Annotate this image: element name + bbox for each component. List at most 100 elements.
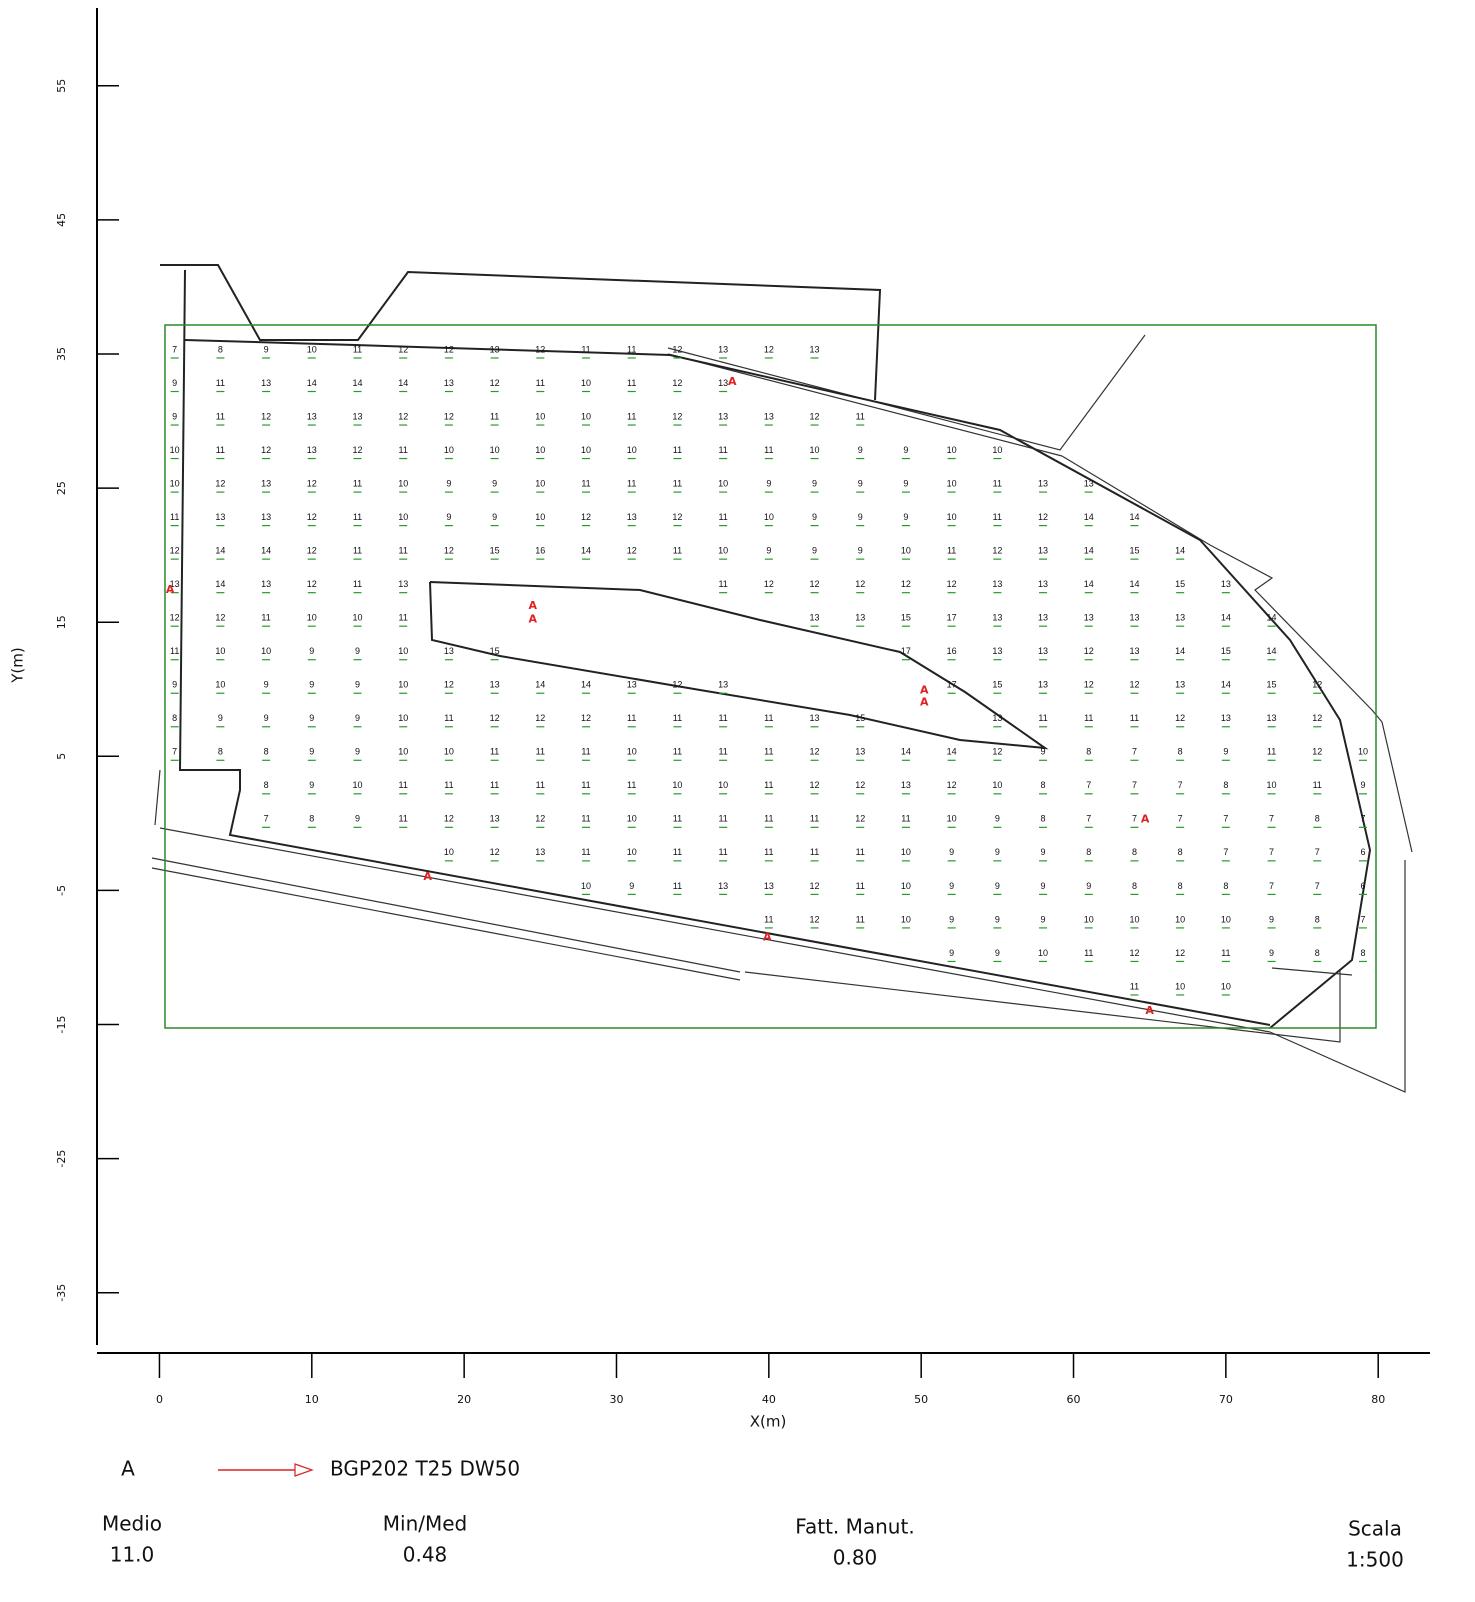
grid-value: 9: [812, 546, 817, 556]
grid-value: 9: [1269, 948, 1274, 958]
x-tick-label: 60: [1067, 1393, 1081, 1406]
x-tick-label: 80: [1371, 1393, 1385, 1406]
grid-value: 7: [1132, 747, 1137, 757]
legend-description: BGP202 T25 DW50: [330, 1457, 520, 1481]
grid-value: 11: [490, 780, 499, 790]
x-tick-label: 40: [762, 1393, 776, 1406]
summary-label: Medio: [102, 1512, 162, 1536]
grid-value: 10: [352, 613, 362, 623]
grid-value: 12: [261, 445, 271, 455]
luminaire: A: [920, 696, 929, 709]
grid-value: 8: [1315, 814, 1320, 824]
grid-value: 15: [901, 613, 911, 623]
grid-value: 13: [490, 814, 500, 824]
grid-value: 14: [1129, 512, 1139, 522]
grid-value: 12: [444, 814, 454, 824]
grid-value: 8: [1315, 948, 1320, 958]
grid-value: 8: [1086, 747, 1091, 757]
luminaire: A: [1141, 812, 1150, 825]
grid-value: 14: [581, 680, 591, 690]
grid-value: 9: [858, 512, 863, 522]
grid-value: 10: [947, 814, 957, 824]
x-tick-label: 0: [156, 1393, 163, 1406]
grid-value: 7: [1315, 847, 1320, 857]
grid-value: 12: [490, 713, 500, 723]
grid-value: 11: [673, 546, 682, 556]
grid-value: 15: [1129, 546, 1139, 556]
grid-value: 12: [810, 914, 820, 924]
grid-value: 11: [627, 478, 636, 488]
grid-value: 11: [536, 747, 545, 757]
grid-value: 9: [309, 680, 314, 690]
x-tick-label: 30: [609, 1393, 623, 1406]
grid-value: 9: [264, 344, 269, 354]
luminaire: A: [1145, 1004, 1154, 1017]
grid-value: 11: [536, 780, 545, 790]
grid-value: 13: [810, 713, 820, 723]
grid-value: 10: [444, 847, 454, 857]
grid-value: 10: [627, 847, 637, 857]
grid-value: 7: [1223, 847, 1228, 857]
grid-value: 12: [307, 546, 317, 556]
grid-value: 8: [1223, 780, 1228, 790]
x-tick-label: 20: [457, 1393, 471, 1406]
grid-value: 10: [581, 378, 591, 388]
grid-value: 11: [399, 613, 408, 623]
grid-value: 8: [1315, 914, 1320, 924]
grid-value: 17: [947, 680, 957, 690]
grid-value: 9: [949, 914, 954, 924]
grid-value: 13: [855, 747, 865, 757]
grid-value: 13: [261, 378, 271, 388]
grid-value: 10: [947, 512, 957, 522]
grid-value: 12: [1084, 646, 1094, 656]
grid-value: 11: [627, 780, 636, 790]
grid-value: 7: [1360, 914, 1365, 924]
grid-value: 10: [1084, 914, 1094, 924]
grid-value: 11: [627, 411, 636, 421]
y-tick-label: 35: [55, 347, 68, 361]
grid-value: 13: [718, 411, 728, 421]
grid-value: 11: [718, 579, 727, 589]
grid-value: 10: [307, 344, 317, 354]
grid-value: 12: [444, 344, 454, 354]
grid-value: 16: [535, 546, 545, 556]
grid-value: 10: [627, 747, 637, 757]
grid-value: 11: [399, 814, 408, 824]
grid-value: 11: [399, 780, 408, 790]
grid-value: 13: [810, 613, 820, 623]
grid-value: 11: [993, 478, 1002, 488]
grid-value: 10: [947, 445, 957, 455]
grid-value: 12: [627, 546, 637, 556]
grid-value: 13: [1038, 478, 1048, 488]
grid-value: 9: [355, 713, 360, 723]
grid-value: 13: [764, 411, 774, 421]
grid-value: 11: [1084, 713, 1093, 723]
grid-value: 11: [673, 847, 682, 857]
grid-value: 13: [1129, 613, 1139, 623]
grid-value: 12: [170, 546, 180, 556]
grid-value: 9: [446, 478, 451, 488]
grid-value: 9: [995, 847, 1000, 857]
grid-value: 13: [1221, 713, 1231, 723]
grid-value: 14: [1221, 680, 1231, 690]
grid-value: 11: [444, 780, 453, 790]
grid-value: 10: [672, 780, 682, 790]
y-tick-label: 5: [55, 753, 68, 760]
luminaire: A: [920, 684, 929, 697]
grid-value: 7: [264, 814, 269, 824]
grid-value: 8: [172, 713, 177, 723]
grid-value: 8: [1178, 847, 1183, 857]
plan-drawing: Y(m) X(m) -35-25-15-55152535455501020304…: [0, 0, 1475, 1602]
grid-value: 12: [947, 780, 957, 790]
grid-value: 10: [901, 546, 911, 556]
grid-value: 13: [718, 344, 728, 354]
grid-value: 12: [215, 613, 225, 623]
grid-value: 12: [535, 713, 545, 723]
grid-value: 11: [581, 814, 590, 824]
grid-value: 9: [355, 814, 360, 824]
grid-value: 11: [673, 478, 682, 488]
grid-value: 10: [261, 646, 271, 656]
grid-value: 10: [581, 411, 591, 421]
grid-value: 12: [810, 579, 820, 589]
